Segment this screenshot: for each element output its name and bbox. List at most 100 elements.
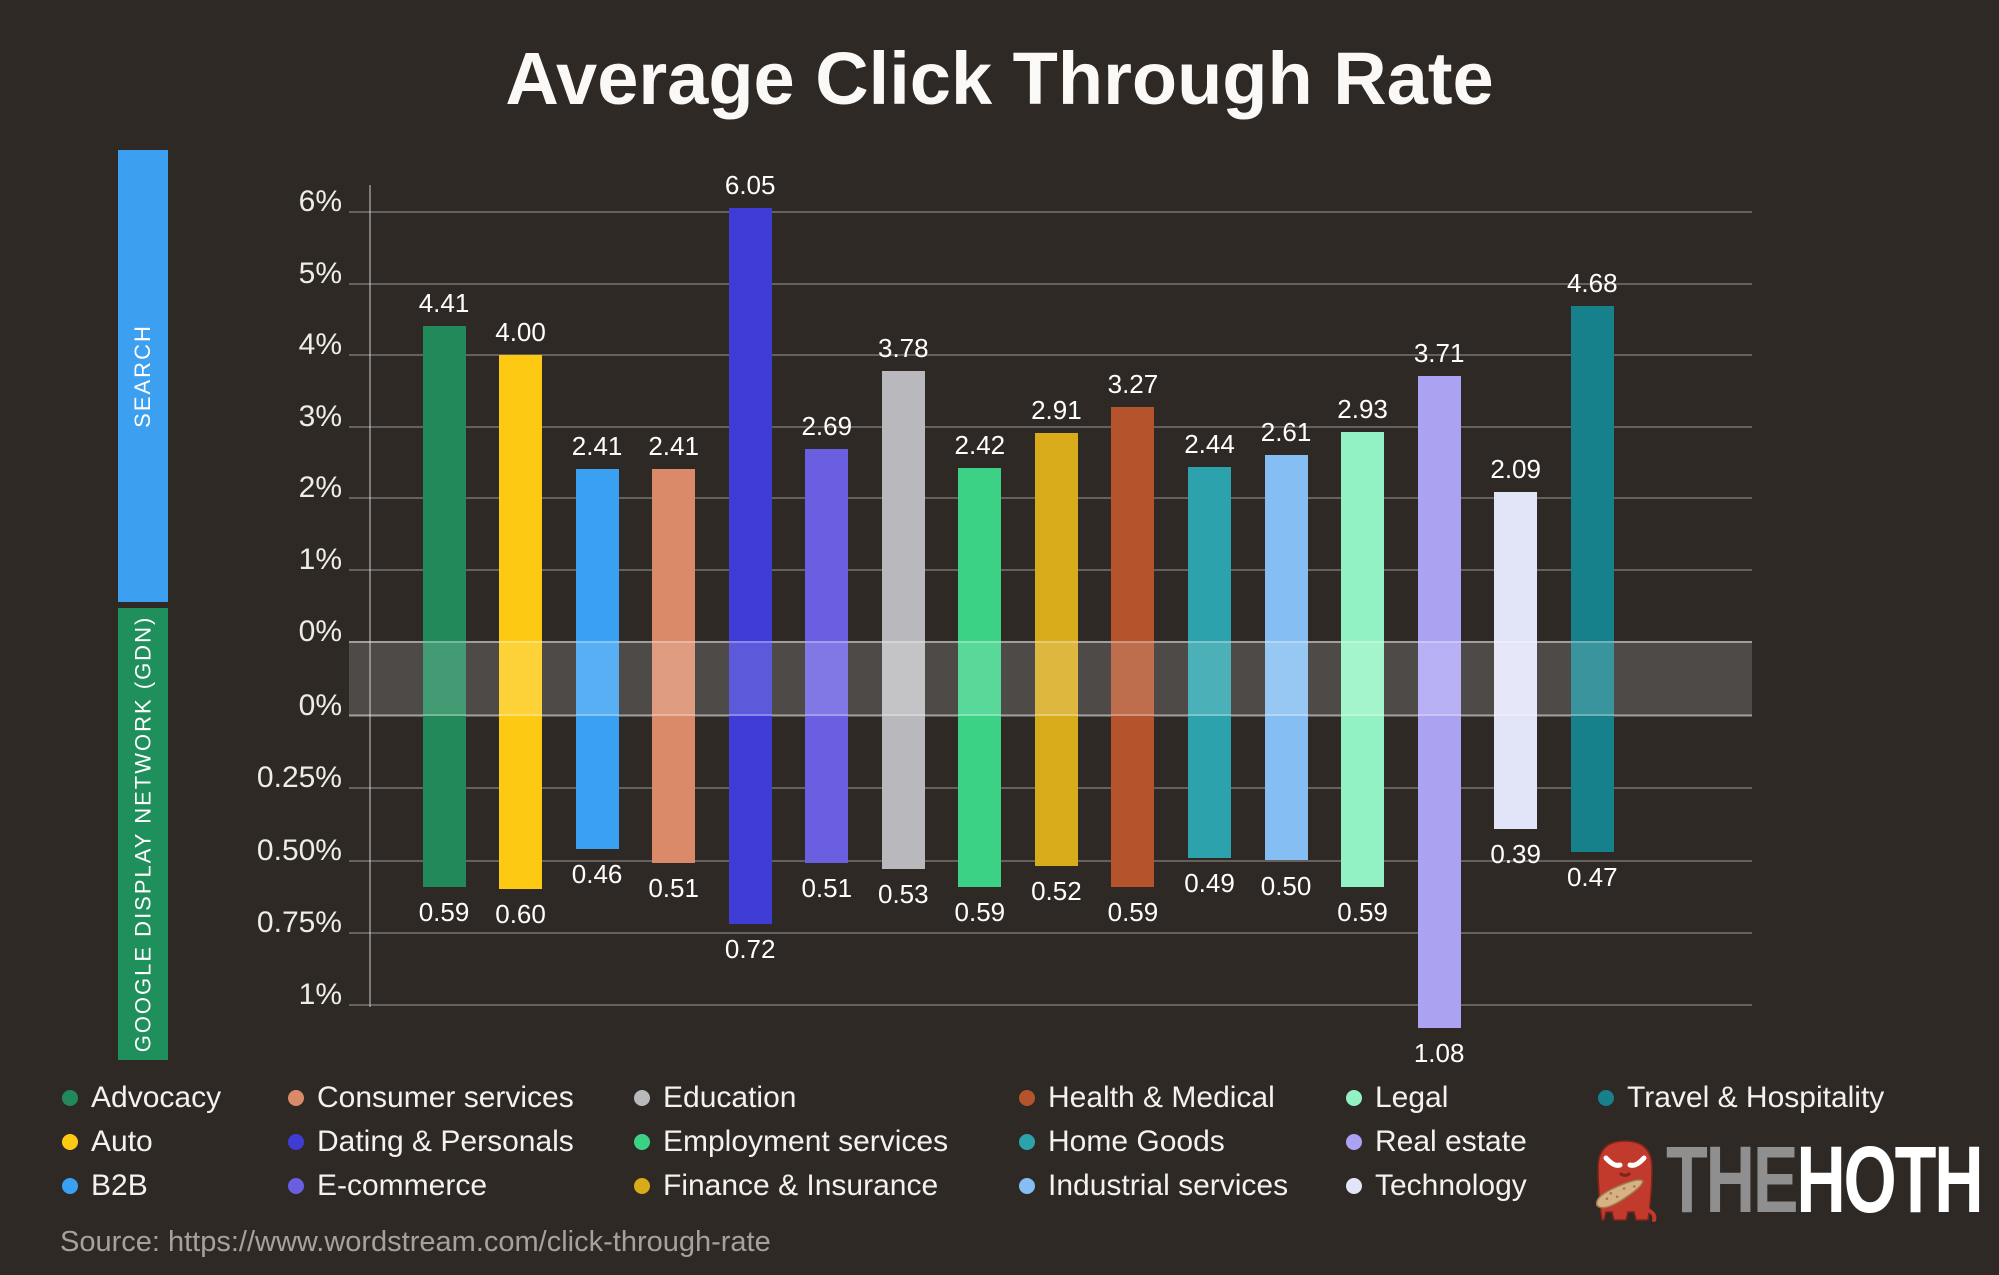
tick-label-gdn-0.75%: 0.75% (256, 905, 342, 939)
bar-e-commerce (805, 448, 849, 864)
gridline-gdn-0.75% (349, 931, 1752, 934)
gridline-search-4% (349, 354, 1752, 357)
search-value-real-estate: 3.71 (1413, 337, 1465, 368)
tick-label-search-3%: 3% (298, 399, 342, 433)
bar-b2b (575, 468, 619, 849)
legend-dot-technology (1346, 1178, 1362, 1194)
tick-label-gdn-0.25%: 0.25% (256, 761, 342, 795)
bar-industrial-services (1264, 454, 1308, 861)
bar-auto (499, 355, 543, 890)
legend-item-real-estate: Real estate (1346, 1122, 1527, 1162)
search-value-finance-and-insurance: 2.91 (1031, 395, 1082, 426)
search-value-dating-and-personals: 6.05 (724, 170, 776, 201)
legend-label-b2b: B2B (91, 1169, 148, 1202)
search-value-e-commerce: 2.69 (801, 410, 853, 441)
search-value-travel-and-hospitality: 4.68 (1566, 268, 1618, 299)
legend-dot-auto (62, 1134, 78, 1150)
legend-item-finance-and-insurance: Finance & Insurance (634, 1166, 938, 1206)
search-value-b2b: 2.41 (571, 430, 623, 461)
gdn-value-education: 0.53 (877, 879, 929, 910)
legend-dot-real-estate (1346, 1134, 1362, 1150)
tick-label-search-1%: 1% (298, 542, 342, 576)
gdn-value-travel-and-hospitality: 0.47 (1566, 861, 1618, 892)
gdn-value-technology: 0.39 (1490, 838, 1541, 869)
gdn-value-industrial-services: 0.50 (1260, 870, 1312, 901)
bar-legal (1341, 431, 1385, 887)
gridline-search-6% (349, 210, 1752, 213)
gdn-value-finance-and-insurance: 0.52 (1031, 876, 1082, 907)
source-citation: Source: https://www.wordstream.com/click… (60, 1226, 771, 1258)
gridline-search-5% (349, 282, 1752, 285)
bar-technology (1494, 491, 1538, 829)
legend-item-employment-services: Employment services (634, 1122, 948, 1162)
legend-dot-education (634, 1090, 650, 1106)
legend-label-home-goods: Home Goods (1048, 1125, 1225, 1158)
search-value-industrial-services: 2.61 (1260, 416, 1312, 447)
thehoth-wordmark: THEHOTH (1666, 1133, 1984, 1228)
search-section-band: SEARCH (118, 150, 168, 602)
bar-employment-services (958, 468, 1002, 887)
chart-title: Average Click Through Rate (505, 37, 1494, 120)
bar-home-goods (1188, 466, 1231, 858)
legend-item-travel-and-hospitality: Travel & Hospitality (1598, 1078, 1884, 1118)
tick-label-gdn-1%: 1% (298, 978, 342, 1011)
tick-label-search-6%: 6% (298, 184, 342, 218)
gdn-value-legal: 0.59 (1337, 896, 1388, 927)
hoth-mascot-icon (1595, 1140, 1657, 1222)
legend-item-e-commerce: E-commerce (288, 1166, 487, 1206)
zero-band-overlay (349, 641, 1752, 716)
search-value-technology: 2.09 (1490, 453, 1541, 484)
tick-label-search-0%: 0% (298, 614, 342, 648)
legend-label-legal: Legal (1375, 1081, 1449, 1114)
bar-advocacy (422, 325, 466, 887)
y-axis-line (369, 185, 371, 1007)
gdn-value-real-estate: 1.08 (1413, 1038, 1465, 1069)
search-value-education: 3.78 (877, 332, 929, 363)
legend-label-advocacy: Advocacy (91, 1081, 222, 1114)
bar-finance-and-insurance (1034, 433, 1078, 867)
legend-label-employment-services: Employment services (663, 1125, 949, 1158)
gdn-value-b2b: 0.46 (571, 858, 623, 889)
gdn-value-advocacy: 0.59 (418, 896, 470, 927)
legend-label-travel-and-hospitality: Travel & Hospitality (1627, 1081, 1885, 1114)
legend-item-dating-and-personals: Dating & Personals (288, 1122, 574, 1162)
legend-label-finance-and-insurance: Finance & Insurance (663, 1169, 939, 1202)
legend-label-health-and-medical: Health & Medical (1048, 1081, 1275, 1114)
thehoth-logo: THEHOTH (1592, 1133, 1999, 1228)
legend-item-technology: Technology (1346, 1166, 1527, 1206)
legend-dot-legal (1346, 1090, 1362, 1106)
tick-label-gdn-0.50%: 0.50% (256, 833, 342, 867)
legend-item-home-goods: Home Goods (1019, 1122, 1225, 1162)
legend-item-consumer-services: Consumer services (288, 1078, 574, 1118)
tick-label-search-2%: 2% (298, 471, 342, 505)
legend-item-b2b: B2B (62, 1166, 148, 1206)
logo-hoth-text: HOTH (1796, 1127, 1983, 1233)
search-value-consumer-services: 2.41 (648, 430, 699, 461)
legend-label-dating-and-personals: Dating & Personals (317, 1125, 574, 1158)
gridline-search-3% (349, 425, 1752, 428)
legend-label-real-estate: Real estate (1375, 1125, 1527, 1158)
search-value-employment-services: 2.42 (954, 430, 1006, 461)
legend-item-industrial-services: Industrial services (1019, 1166, 1288, 1206)
legend-dot-finance-and-insurance (634, 1178, 650, 1194)
gdn-value-employment-services: 0.59 (954, 896, 1006, 927)
legend-item-auto: Auto (62, 1122, 153, 1162)
legend-dot-e-commerce (288, 1178, 304, 1194)
legend-label-education: Education (663, 1081, 797, 1114)
legend-dot-advocacy (62, 1090, 78, 1106)
gdn-section-band: GOOGLE DISPLAY NETWORK (GDN) (118, 608, 168, 1060)
tick-label-gdn-0%: 0% (298, 689, 342, 722)
search-value-legal: 2.93 (1337, 393, 1388, 424)
legend-dot-health-and-medical (1019, 1090, 1035, 1106)
search-value-home-goods: 2.44 (1184, 428, 1235, 459)
legend-dot-industrial-services (1019, 1178, 1035, 1194)
gdn-value-health-and-medical: 0.59 (1107, 896, 1159, 927)
legend-item-health-and-medical: Health & Medical (1019, 1078, 1275, 1118)
legend-dot-travel-and-hospitality (1598, 1090, 1614, 1106)
legend-item-advocacy: Advocacy (62, 1078, 221, 1118)
tick-label-search-4%: 4% (298, 328, 342, 362)
legend-dot-consumer-services (288, 1090, 304, 1106)
bar-travel-and-hospitality (1570, 306, 1614, 852)
tick-label-search-5%: 5% (298, 256, 342, 290)
